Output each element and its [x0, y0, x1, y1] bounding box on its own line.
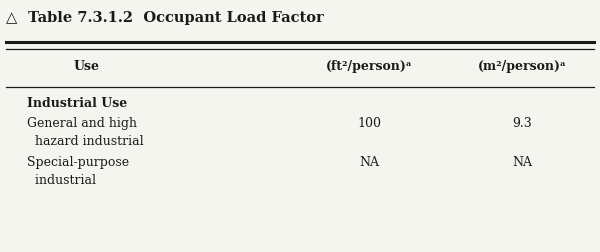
- Text: (m²/person)ᵃ: (m²/person)ᵃ: [478, 60, 566, 73]
- Text: Special-purpose: Special-purpose: [27, 156, 129, 169]
- Text: 100: 100: [357, 117, 381, 130]
- Text: 9.3: 9.3: [512, 117, 532, 130]
- Text: NA: NA: [359, 156, 379, 169]
- Text: Industrial Use: Industrial Use: [27, 97, 127, 110]
- Text: General and high: General and high: [27, 117, 137, 130]
- Text: △: △: [6, 11, 17, 25]
- Text: industrial: industrial: [27, 174, 96, 187]
- Text: Table 7.3.1.2  Occupant Load Factor: Table 7.3.1.2 Occupant Load Factor: [23, 11, 323, 25]
- Text: hazard industrial: hazard industrial: [27, 135, 143, 148]
- Text: (ft²/person)ᵃ: (ft²/person)ᵃ: [326, 60, 412, 73]
- Text: NA: NA: [512, 156, 532, 169]
- Text: Use: Use: [74, 60, 100, 73]
